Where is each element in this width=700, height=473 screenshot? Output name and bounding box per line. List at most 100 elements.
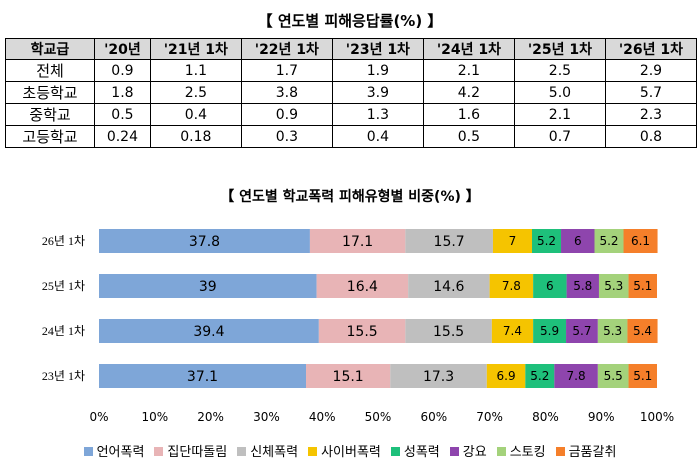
legend-label: 언어폭력 <box>96 445 145 460</box>
x-tick-label: 100% <box>640 410 674 424</box>
legend-swatch <box>496 447 506 456</box>
data-label: 15.5 <box>433 324 464 340</box>
table-cell: 1.3 <box>331 103 424 126</box>
table-cell: 2.9 <box>604 59 698 82</box>
data-label: 37.8 <box>189 234 220 250</box>
data-label: 39 <box>199 279 217 295</box>
table-title: 【 연도별 피해응답률(%) 】 <box>257 12 443 30</box>
legend-label: 성폭력 <box>403 445 440 460</box>
bar-segment <box>408 274 490 298</box>
bar-segment <box>486 364 526 388</box>
x-tick-label: 20% <box>197 410 224 424</box>
bar-segment <box>561 229 595 253</box>
data-label: 15.5 <box>347 324 378 340</box>
bar-segment <box>491 319 534 343</box>
table-cell: 0.4 <box>149 103 242 126</box>
table-cell: 0.8 <box>604 125 698 148</box>
header-year: '22년 1차 <box>240 38 333 60</box>
bar-segment <box>598 274 629 298</box>
data-label: 5.9 <box>540 324 559 338</box>
legend-swatch <box>154 447 164 456</box>
bar-segment <box>532 229 562 253</box>
data-label: 6 <box>546 279 554 293</box>
table-row: 전체 0.9 1.1 1.7 1.9 2.1 2.5 2.9 <box>5 59 698 82</box>
table-cell: 0.18 <box>149 125 242 148</box>
bar-segment <box>316 274 409 298</box>
bar-segment <box>623 229 658 253</box>
header-year: '21년 1차 <box>149 38 242 60</box>
legend-item: 신체폭력 <box>237 441 298 460</box>
bar-segment <box>390 364 487 388</box>
x-tick-label: 40% <box>309 410 336 424</box>
x-tick-label: 70% <box>476 410 503 424</box>
table-cell: 0.5 <box>422 125 515 148</box>
table-row: 중학교 0.5 0.4 0.9 1.3 1.6 2.1 2.3 <box>5 103 698 126</box>
legend-label: 집단따돌림 <box>167 445 228 460</box>
bar-segment <box>525 364 555 388</box>
bar-segment <box>99 364 307 388</box>
header-year: '26년 1차 <box>604 38 698 60</box>
data-label: 5.8 <box>573 279 592 293</box>
bar-segment <box>566 319 598 343</box>
data-label: 6 <box>574 234 582 248</box>
x-tick-label: 30% <box>253 410 280 424</box>
data-label: 15.1 <box>333 369 364 385</box>
table-cell: 3.9 <box>331 81 424 104</box>
bar-segment <box>309 229 406 253</box>
table-cell: 0.9 <box>240 103 333 126</box>
data-label: 5.7 <box>572 324 591 338</box>
legend-swatch <box>83 447 93 456</box>
table-cell: 1.7 <box>240 59 333 82</box>
bar-segment <box>566 274 599 298</box>
table-cell: 5.7 <box>604 81 698 104</box>
category-label: 26년 1차 <box>42 234 85 248</box>
legend-label: 신체폭력 <box>250 445 299 460</box>
data-label: 7.4 <box>503 324 522 338</box>
data-label: 5.5 <box>604 369 623 383</box>
table-cell: 2.5 <box>513 59 606 82</box>
category-label: 23년 1차 <box>42 369 85 383</box>
x-tick-label: 10% <box>141 410 168 424</box>
table-cell: 1.6 <box>422 103 515 126</box>
table-cell: 0.9 <box>94 59 151 82</box>
bar-segment <box>597 364 629 388</box>
legend-swatch <box>449 447 459 456</box>
data-label: 17.1 <box>342 234 373 250</box>
x-tick-label: 60% <box>420 410 447 424</box>
data-label: 7 <box>509 234 517 248</box>
legend-item: 사이버폭력 <box>308 441 381 460</box>
table-row: 고등학교 0.24 0.18 0.3 0.4 0.5 0.7 0.8 <box>5 125 698 148</box>
table-cell: 3.8 <box>240 81 333 104</box>
data-label: 5.2 <box>530 369 549 383</box>
bar-segment <box>318 319 406 343</box>
table-cell: 4.2 <box>422 81 515 104</box>
table-cell: 2.1 <box>422 59 515 82</box>
bar-segment <box>597 319 628 343</box>
bar-segment <box>99 229 310 253</box>
table-cell: 5.0 <box>513 81 606 104</box>
legend-item: 언어폭력 <box>83 441 145 460</box>
legend-swatch <box>390 447 400 456</box>
table-header-row: 학교급 '20년 '21년 1차 '22년 1차 '23년 1차 '24년 1차… <box>5 38 698 60</box>
row-label: 중학교 <box>5 103 95 126</box>
bar-segment <box>489 274 534 298</box>
data-label: 5.2 <box>537 234 556 248</box>
category-label: 25년 1차 <box>42 279 85 293</box>
x-tick-label: 90% <box>588 410 615 424</box>
legend-item: 집단따돌림 <box>154 441 227 460</box>
bar-segment <box>533 274 567 298</box>
data-label: 39.4 <box>193 324 224 340</box>
legend-label: 사이버폭력 <box>321 445 381 460</box>
data-label: 5.2 <box>599 234 618 248</box>
legend-swatch <box>308 447 318 456</box>
chart-title: 【 연도별 학교폭력 피해유형별 비중(%) 】 <box>220 189 480 205</box>
data-label: 16.4 <box>347 279 378 295</box>
row-label: 초등학교 <box>5 81 95 104</box>
data-label: 15.7 <box>434 234 465 250</box>
table-cell: 2.5 <box>149 81 242 104</box>
table-cell: 0.24 <box>94 125 151 148</box>
bar-segment <box>533 319 567 343</box>
header-year: '23년 1차 <box>331 38 424 60</box>
data-label: 37.1 <box>187 369 218 385</box>
data-label: 5.1 <box>633 279 652 293</box>
